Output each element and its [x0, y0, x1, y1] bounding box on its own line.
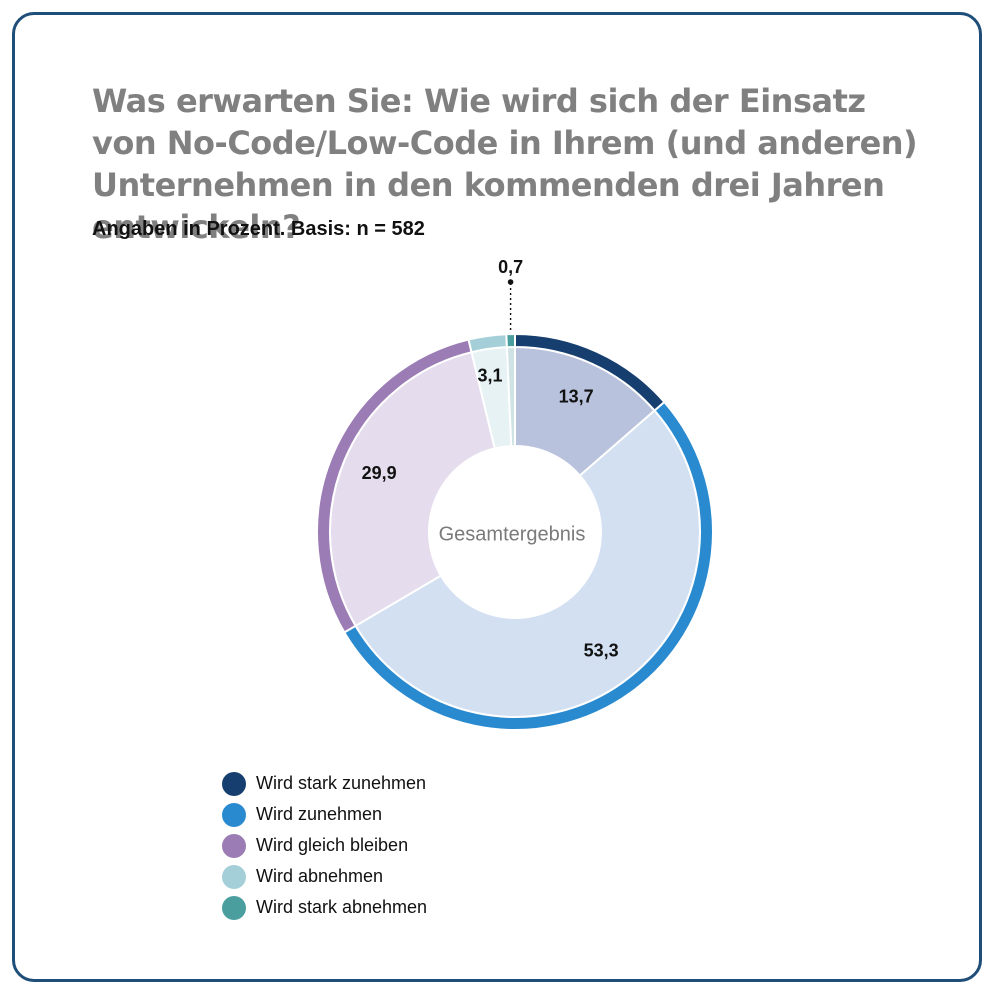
legend-item-wird-abnehmen: Wird abnehmen	[222, 861, 427, 892]
legend-item-wird-stark-zunehmen: Wird stark zunehmen	[222, 768, 427, 799]
chart-subtitle: Angaben in Prozent. Basis: n = 582	[92, 218, 425, 240]
legend-swatch-wird-stark-zunehmen	[222, 771, 246, 796]
legend: Wird stark zunehmen Wird zunehmen Wird gle…	[222, 768, 427, 923]
slice-fill-wird-gleich-bleiben	[329, 350, 497, 628]
data-label-wird-zunehmen: 53,3	[584, 640, 619, 660]
legend-label-wird-gleich-bleiben: Wird gleich bleiben	[256, 835, 409, 855]
data-label-wird-abnehmen: 3,1	[478, 365, 503, 385]
legend-swatch-wird-gleich-bleiben	[222, 833, 246, 858]
legend-swatch-wird-zunehmen	[222, 802, 246, 827]
data-label-wird-gleich-bleiben: 29,9	[362, 463, 397, 483]
legend-item-wird-gleich-bleiben: Wird gleich bleiben	[222, 830, 427, 861]
legend-label-wird-abnehmen: Wird abnehmen	[256, 866, 384, 886]
legend-swatch-wird-stark-abnehmen	[222, 895, 246, 920]
data-label-wird-stark-abnehmen: 0,7	[498, 257, 523, 277]
chart-frame	[12, 12, 982, 982]
legend-label-wird-stark-zunehmen: Wird stark zunehmen	[256, 773, 427, 793]
legend-item-wird-zunehmen: Wird zunehmen	[222, 799, 427, 830]
data-label-wird-stark-zunehmen: 13,7	[559, 387, 594, 407]
legend-label-wird-stark-abnehmen: Wird stark abnehmen	[256, 897, 428, 917]
legend-label-wird-zunehmen: Wird zunehmen	[256, 804, 383, 824]
legend-swatch-wird-abnehmen	[222, 864, 246, 889]
leader-dot-wird-stark-abnehmen	[507, 279, 514, 285]
center-label: Gesamtergebnis	[439, 523, 586, 545]
slice-ring-wird-stark-abnehmen	[505, 332, 516, 349]
chart-title: Was erwarten Sie: Wie wird sich der Eins…	[92, 82, 918, 246]
legend-item-wird-stark-abnehmen: Wird stark abnehmen	[222, 892, 427, 923]
